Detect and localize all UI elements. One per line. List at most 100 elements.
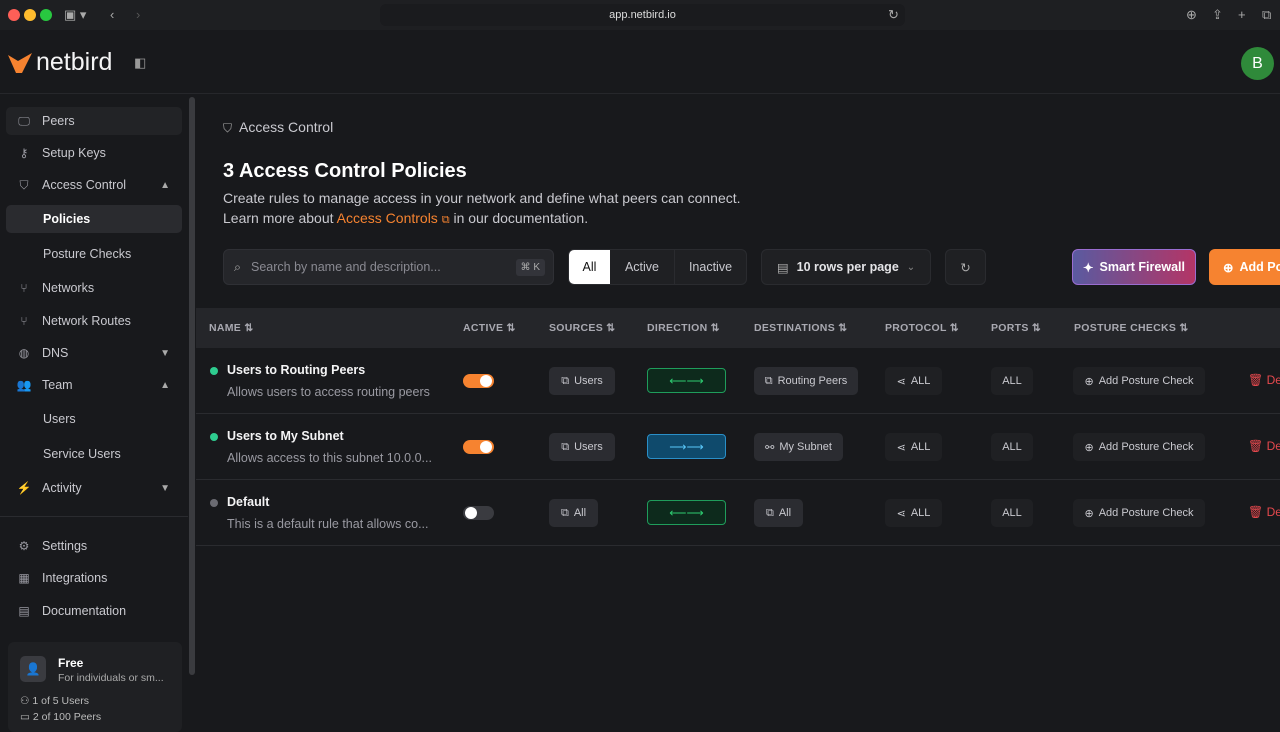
sidebar-item-team[interactable]: 👥 Team ▲ (6, 371, 182, 399)
logo-text: netbird (36, 48, 113, 76)
add-posture-check-button[interactable]: ⊕ Add Posture Check (1073, 499, 1205, 527)
netbird-bird-icon (8, 52, 32, 73)
delete-button[interactable]: 🗑 Delete (1248, 505, 1280, 519)
refresh-icon: ↻ (960, 260, 971, 275)
col-label: POSTURE CHECKS (1074, 322, 1177, 334)
sidebar-item-settings[interactable]: ⚙ Settings (6, 532, 182, 560)
sidebar-item-networks[interactable]: ⑂ Networks (6, 274, 182, 302)
column-sources[interactable]: SOURCES ⇅ (549, 322, 616, 334)
share-icon[interactable]: ⇪ (1212, 7, 1223, 22)
active-toggle[interactable] (463, 506, 494, 520)
add-policy-button[interactable]: ⊕ Add Policy (1209, 249, 1280, 285)
filter-active[interactable]: Active (624, 260, 660, 274)
source-group[interactable]: ⧉ Users (549, 433, 615, 461)
column-active[interactable]: ACTIVE ⇅ (463, 322, 516, 334)
protocol-badge: ⋖ ALL (885, 367, 942, 395)
download-icon[interactable]: ⊕ (1186, 7, 1197, 22)
activity-icon: ⚡ (16, 481, 32, 495)
smart-firewall-button[interactable]: ✦ Smart Firewall (1072, 249, 1196, 285)
search-input[interactable]: ⌕ Search by name and description... ⌘ K (223, 249, 554, 285)
column-direction[interactable]: DIRECTION ⇅ (647, 322, 720, 334)
destination-group[interactable]: ⚯ My Subnet (754, 433, 843, 461)
filter-all[interactable]: All (569, 250, 610, 284)
sidebar-item-setup-keys[interactable]: ⚷ Setup Keys (6, 139, 182, 167)
sidebar-item-peers[interactable]: 🖵 Peers (6, 107, 182, 135)
active-toggle[interactable] (463, 440, 494, 454)
button-label: Add Posture Check (1098, 375, 1194, 387)
filter-inactive[interactable]: Inactive (674, 250, 746, 284)
reload-icon[interactable]: ↻ (888, 7, 899, 22)
source-group[interactable]: ⧉ All (549, 499, 598, 527)
tabs-icon[interactable]: ⧉ (1262, 7, 1272, 22)
page-title: 3 Access Control Policies (223, 160, 467, 182)
docs-suffix: in our documentation. (453, 210, 589, 226)
breadcrumb[interactable]: ⛉ Access Control (223, 119, 333, 136)
grid-icon: ▦ (18, 571, 30, 585)
add-posture-check-button[interactable]: ⊕ Add Posture Check (1073, 367, 1205, 395)
status-dot (210, 499, 218, 507)
address-bar[interactable]: app.netbird.io (380, 4, 905, 26)
refresh-button[interactable]: ↻ (945, 249, 986, 285)
app-header (0, 30, 1280, 94)
status-dot (210, 433, 218, 441)
avatar[interactable]: B (1241, 47, 1274, 80)
status-filter[interactable]: All Active Inactive (568, 249, 747, 285)
column-name[interactable]: NAME ⇅ (209, 322, 254, 334)
sidebar-item-policies[interactable]: Policies (6, 205, 182, 233)
maximize-window-button[interactable] (40, 9, 52, 21)
sidebar-toggle-icon[interactable]: ▣ ▾ (64, 7, 87, 22)
chevron-up-icon: ▲ (160, 379, 170, 391)
column-posture-checks[interactable]: POSTURE CHECKS ⇅ (1074, 322, 1189, 334)
plus-circle-icon: ⊕ (1084, 441, 1094, 454)
label: Setup Keys (42, 146, 106, 160)
add-posture-check-button[interactable]: ⊕ Add Posture Check (1073, 433, 1205, 461)
table-row[interactable]: Users to Routing Peers Allows users to a… (196, 348, 1280, 414)
delete-button[interactable]: 🗑 Delete (1248, 373, 1280, 387)
share-icon: ⋖ (896, 507, 906, 520)
source-group[interactable]: ⧉ Users (549, 367, 615, 395)
sidebar-item-dns[interactable]: ◍ DNS ▼ (6, 339, 182, 367)
col-label: SOURCES (549, 322, 604, 334)
gear-icon: ⚙ (18, 539, 30, 553)
peers-count: 2 of 100 Peers (32, 711, 102, 723)
sidebar-item-integrations[interactable]: ▦ Integrations (6, 564, 182, 592)
sidebar-item-activity[interactable]: ⚡ Activity ▼ (6, 474, 182, 502)
sidebar-item-users[interactable]: Users (6, 405, 182, 433)
plan-users: ⚇ 1 of 5 Users (20, 695, 89, 707)
destination-label: All (778, 507, 792, 519)
collapse-sidebar-icon[interactable]: ◧ (134, 55, 147, 70)
toggle-knob (480, 441, 492, 453)
destination-label: My Subnet (779, 441, 832, 453)
minimize-window-button[interactable] (24, 9, 36, 21)
sidebar-scrollbar[interactable] (189, 97, 195, 675)
column-protocol[interactable]: PROTOCOL ⇅ (885, 322, 959, 334)
sidebar-item-access-control[interactable]: ⛉ Access Control ▲ (6, 171, 182, 199)
destination-group[interactable]: ⧉ All (754, 499, 803, 527)
plan-card[interactable]: 👤 Free For individuals or sm... ⚇ 1 of 5… (8, 642, 182, 732)
column-destinations[interactable]: DESTINATIONS ⇅ (754, 322, 848, 334)
policy-name: Default (227, 495, 270, 509)
monitor-icon: 🖵 (18, 113, 30, 128)
sidebar-item-posture-checks[interactable]: Posture Checks (6, 240, 182, 268)
destination-group[interactable]: ⧉ Routing Peers (754, 367, 858, 395)
close-window-button[interactable] (8, 9, 20, 21)
sidebar-item-documentation[interactable]: ▤ Documentation (6, 597, 182, 625)
table-row[interactable]: Default This is a default rule that allo… (196, 480, 1280, 546)
shield-icon: ⛉ (223, 121, 233, 135)
trash-icon: 🗑 (1248, 505, 1264, 519)
column-ports[interactable]: PORTS ⇅ (991, 322, 1041, 334)
forward-icon[interactable]: › (136, 7, 141, 22)
delete-button[interactable]: 🗑 Delete (1248, 439, 1280, 453)
sidebar-item-network-routes[interactable]: ⑂ Network Routes (6, 307, 182, 335)
plus-circle-icon: ⊕ (1084, 375, 1094, 388)
sidebar-item-service-users[interactable]: Service Users (6, 440, 182, 468)
access-controls-link[interactable]: Access Controls ⧉ (337, 210, 450, 226)
new-tab-icon[interactable]: + (1238, 7, 1246, 22)
route-icon: ⑂ (20, 314, 28, 328)
active-toggle[interactable] (463, 374, 494, 388)
rows-per-page-select[interactable]: ▤ 10 rows per page ⌄ (761, 249, 931, 285)
back-icon[interactable]: ‹ (110, 7, 115, 22)
button-label: Add Policy (1239, 260, 1280, 274)
table-row[interactable]: Users to My Subnet Allows access to this… (196, 414, 1280, 480)
netbird-logo[interactable]: netbird (8, 48, 112, 77)
